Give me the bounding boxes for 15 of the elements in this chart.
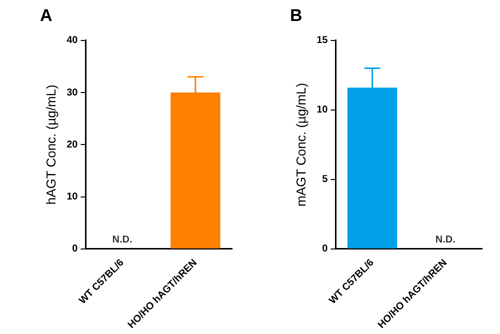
chart-title: A	[40, 6, 52, 25]
y-tick-label: 5	[322, 174, 328, 186]
y-tick-label: 20	[66, 139, 78, 150]
text: N.D.	[435, 234, 456, 246]
text: N.D.	[112, 234, 132, 246]
y-tick-label: 40	[66, 35, 78, 46]
y-tick-label: 10	[316, 104, 328, 116]
y-axis-title: mAGT Conc. (µg/mL)	[293, 82, 308, 206]
y-tick-label: 0	[322, 244, 328, 255]
y-axis-title: hAGT Conc. (µg/mL)	[43, 84, 58, 205]
y-tick-label: 15	[316, 35, 328, 46]
y-tick-label: 10	[66, 192, 78, 203]
y-tick-label: 30	[66, 87, 78, 98]
chart-title: B	[290, 6, 302, 25]
y-tick-label: 0	[72, 244, 78, 255]
